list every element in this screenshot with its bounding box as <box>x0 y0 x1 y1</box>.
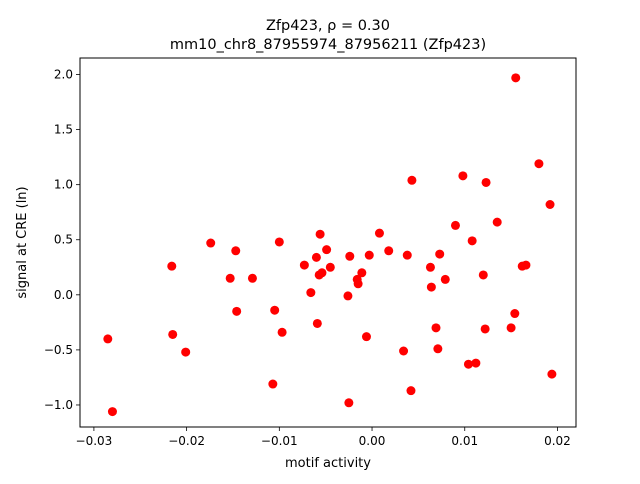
data-point <box>107 407 117 417</box>
data-point <box>306 288 316 298</box>
data-point <box>471 358 481 368</box>
y-tick-label: 0.5 <box>54 233 73 247</box>
data-point <box>547 369 557 379</box>
x-tick-label: −0.02 <box>168 434 205 448</box>
data-point <box>299 260 309 270</box>
data-point <box>247 273 257 283</box>
data-point <box>374 228 384 238</box>
chart-title-line1: Zfp423, ρ = 0.30 <box>266 18 390 34</box>
data-point <box>545 199 555 209</box>
data-point <box>322 245 332 255</box>
data-point <box>167 261 177 271</box>
data-point <box>277 327 287 337</box>
data-point <box>433 344 443 354</box>
x-tick-label: −0.01 <box>261 434 298 448</box>
data-point <box>511 73 521 83</box>
data-points <box>103 73 557 417</box>
axis-ticks: −0.03 −0.02 −0.01 0.00 0.01 0.02 −1.0 −0.5 0.0 0.… <box>44 68 571 448</box>
data-point <box>384 246 394 256</box>
data-point <box>399 346 409 356</box>
y-tick-label: −0.5 <box>44 343 73 357</box>
data-point <box>181 347 191 357</box>
data-point <box>478 270 488 280</box>
data-point <box>431 323 441 333</box>
y-tick-label: 1.0 <box>54 178 73 192</box>
data-point <box>440 274 450 284</box>
data-point <box>312 318 322 328</box>
data-point <box>345 251 355 261</box>
plot-frame <box>79 57 577 428</box>
data-point <box>231 246 241 256</box>
data-point <box>315 229 325 239</box>
data-point <box>317 268 327 278</box>
data-point <box>426 282 436 292</box>
x-tick-label: −0.03 <box>76 434 113 448</box>
data-point <box>534 159 544 169</box>
y-axis-label: signal at CRE (ln) <box>15 186 30 298</box>
data-point <box>232 306 242 316</box>
data-point <box>510 309 520 319</box>
data-point <box>270 305 280 315</box>
data-point <box>407 175 417 185</box>
y-tick-label: 0.0 <box>54 288 73 302</box>
data-point <box>406 386 416 396</box>
data-point <box>425 262 435 272</box>
data-point <box>311 252 321 262</box>
data-point <box>521 260 531 270</box>
x-axis-label: motif activity <box>285 456 371 471</box>
data-point <box>225 273 235 283</box>
data-point <box>463 359 473 369</box>
data-point <box>492 217 502 227</box>
data-point <box>344 398 354 408</box>
data-point <box>480 324 490 334</box>
data-point <box>450 220 460 230</box>
data-point <box>506 323 516 333</box>
x-tick-label: 0.01 <box>451 434 478 448</box>
data-point <box>343 291 353 301</box>
data-point <box>467 236 477 246</box>
y-tick-label: −1.0 <box>44 398 73 412</box>
data-point <box>268 379 278 389</box>
data-point <box>274 237 284 247</box>
data-point <box>206 238 216 248</box>
data-point <box>353 279 363 289</box>
data-point <box>458 171 468 181</box>
data-point <box>357 268 367 278</box>
x-tick-label: 0.00 <box>359 434 386 448</box>
chart-title-line2: mm10_chr8_87955974_87956211 (Zfp423) <box>170 37 486 53</box>
data-point <box>481 177 491 187</box>
data-point <box>364 250 374 260</box>
y-tick-label: 1.5 <box>54 123 73 137</box>
x-tick-label: 0.02 <box>544 434 571 448</box>
data-point <box>361 332 371 342</box>
data-point <box>435 249 445 259</box>
y-tick-label: 2.0 <box>54 68 73 82</box>
data-point <box>103 334 113 344</box>
data-point <box>402 250 412 260</box>
data-point <box>325 262 335 272</box>
data-point <box>168 329 178 339</box>
